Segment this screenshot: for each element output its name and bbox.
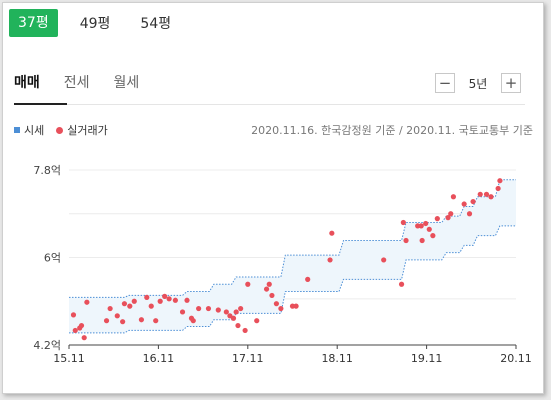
dot-legend-label: 실거래가 bbox=[67, 124, 108, 137]
transaction-point bbox=[419, 237, 425, 244]
y-tick-label: 7.8억 bbox=[33, 164, 61, 177]
transaction-point bbox=[448, 211, 454, 217]
x-tick-label: 20.11 bbox=[500, 352, 532, 365]
size-tabs: 37평 49평 54평 bbox=[9, 8, 201, 38]
transaction-point bbox=[273, 301, 280, 307]
transaction-point bbox=[233, 309, 239, 315]
transaction-point bbox=[400, 219, 406, 226]
transaction-point bbox=[148, 303, 154, 309]
transaction-point bbox=[121, 301, 128, 307]
transaction-point bbox=[114, 313, 120, 319]
transaction-point bbox=[84, 299, 90, 305]
transaction-point bbox=[103, 318, 110, 324]
transaction-point bbox=[254, 318, 260, 324]
transaction-point bbox=[426, 226, 432, 232]
transaction-point bbox=[205, 305, 212, 312]
transaction-point bbox=[415, 223, 421, 229]
chart-legend: 시세 실거래가 bbox=[14, 122, 108, 138]
transaction-point bbox=[266, 281, 272, 287]
tabs-divider bbox=[14, 104, 525, 105]
transaction-point bbox=[162, 293, 168, 299]
price-band-upper bbox=[69, 179, 516, 298]
period-decrease-button[interactable]: − bbox=[435, 73, 455, 93]
transaction-point bbox=[72, 327, 78, 334]
transaction-point bbox=[461, 201, 467, 207]
size-tab-54[interactable]: 54평 bbox=[140, 16, 172, 32]
transaction-point bbox=[179, 309, 186, 315]
transaction-point bbox=[423, 220, 429, 227]
transaction-point bbox=[230, 315, 237, 321]
size-tab-49[interactable]: 49평 bbox=[79, 16, 111, 32]
transaction-point bbox=[381, 257, 387, 263]
transaction-point bbox=[107, 305, 113, 312]
transaction-point bbox=[190, 318, 196, 324]
transaction-point bbox=[483, 191, 490, 197]
transaction-point bbox=[466, 211, 473, 217]
transaction-point bbox=[398, 281, 405, 287]
transaction-point bbox=[131, 298, 137, 304]
transaction-point bbox=[497, 178, 503, 184]
size-tab-37[interactable]: 37평 bbox=[9, 9, 58, 37]
transaction-point bbox=[305, 276, 311, 282]
transaction-point bbox=[269, 292, 275, 299]
tab-jeonse[interactable]: 전세 bbox=[63, 75, 90, 91]
active-tab-underline bbox=[14, 103, 67, 105]
transaction-point bbox=[70, 312, 77, 318]
transaction-point bbox=[289, 303, 296, 309]
dot-legend-swatch bbox=[56, 126, 64, 134]
x-tick-label: 18.11 bbox=[321, 352, 353, 365]
transaction-point bbox=[245, 281, 251, 287]
tab-sale[interactable]: 매매 bbox=[14, 75, 40, 91]
transaction-point bbox=[329, 230, 335, 236]
x-tick-label: 16.11 bbox=[143, 352, 175, 365]
transaction-point bbox=[293, 303, 299, 309]
period-increase-button[interactable]: + bbox=[501, 73, 521, 93]
transaction-point bbox=[477, 191, 483, 197]
transaction-point bbox=[215, 307, 221, 313]
transaction-point bbox=[196, 305, 202, 312]
transaction-point bbox=[223, 309, 229, 315]
y-tick-label: 6억 bbox=[44, 252, 61, 265]
transaction-point bbox=[488, 194, 494, 200]
transaction-point bbox=[144, 294, 150, 300]
deal-type-tabs: 매매 전세 월세 bbox=[14, 72, 163, 102]
period-value: 5년 bbox=[468, 76, 488, 91]
band-legend-swatch bbox=[14, 127, 20, 133]
x-tick-label: 17.11 bbox=[232, 352, 264, 365]
transaction-point bbox=[445, 215, 451, 221]
transaction-point bbox=[157, 298, 163, 304]
transaction-point bbox=[81, 335, 87, 341]
tab-monthly-rent[interactable]: 월세 bbox=[113, 75, 140, 91]
transaction-point bbox=[235, 322, 241, 329]
transaction-point bbox=[495, 185, 501, 192]
transaction-point bbox=[450, 194, 457, 200]
data-source-note: 2020.11.16. 한국감정원 기준 / 2020.11. 국토교통부 기준 bbox=[251, 124, 533, 137]
transaction-point bbox=[278, 305, 284, 312]
transaction-point bbox=[138, 317, 145, 323]
transaction-point bbox=[327, 257, 333, 263]
transaction-point bbox=[418, 223, 424, 229]
transaction-point bbox=[78, 322, 85, 329]
transaction-point bbox=[263, 286, 270, 292]
transaction-point bbox=[403, 237, 409, 244]
price-band-lower bbox=[69, 225, 516, 334]
period-selector: − 5년 + bbox=[435, 73, 521, 93]
transaction-point bbox=[238, 305, 244, 312]
transaction-point bbox=[153, 318, 159, 324]
x-tick-label: 19.11 bbox=[411, 352, 443, 365]
transaction-point bbox=[430, 233, 436, 239]
band-legend-label: 시세 bbox=[24, 124, 45, 137]
price-band-area bbox=[69, 179, 516, 333]
transaction-point bbox=[470, 198, 476, 205]
transaction-point bbox=[172, 297, 178, 303]
x-tick-label: 15.11 bbox=[53, 352, 85, 365]
transaction-point bbox=[120, 319, 126, 325]
transaction-point bbox=[184, 297, 190, 303]
transaction-point bbox=[127, 303, 133, 309]
transaction-point bbox=[434, 216, 440, 222]
transaction-point bbox=[242, 327, 248, 334]
transaction-point bbox=[166, 296, 172, 302]
y-tick-label: 4.2억 bbox=[33, 339, 61, 352]
